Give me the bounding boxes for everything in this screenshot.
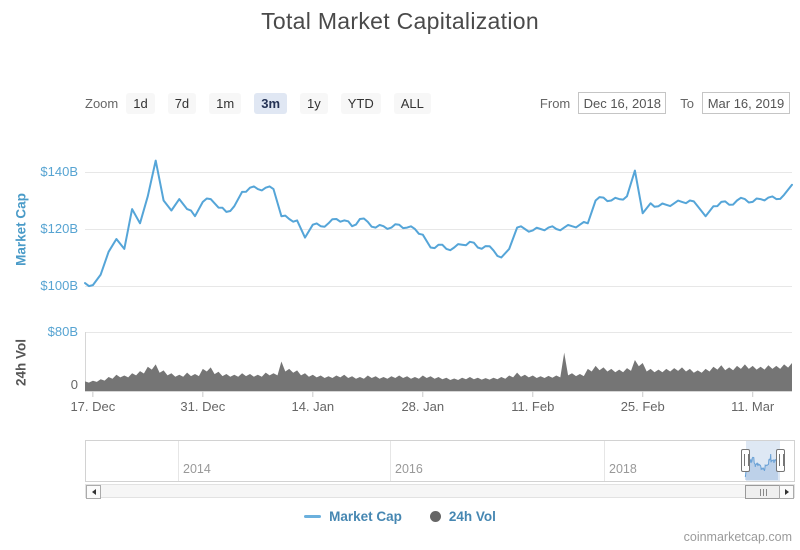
navigator-gridline [178,441,179,481]
arrow-left-icon [91,489,96,495]
zoom-button-all[interactable]: ALL [393,92,431,114]
legend: Market Cap 24h Vol [0,509,800,524]
marketcap-ytick-label: $120B [40,221,78,236]
navigator-year-label: 2014 [183,462,211,476]
scrollbar-track[interactable] [85,484,795,499]
navigator-gridline [390,441,391,481]
grip-icon [762,488,764,496]
legend-item-market-cap[interactable]: Market Cap [304,509,402,524]
zoom-button-7d[interactable]: 7d [167,92,197,114]
xaxis-tick-label: 28. Jan [401,399,445,414]
from-label: From [539,95,571,111]
marketcap-ytick-label: $100B [40,278,78,293]
navigator-left-handle-icon[interactable] [741,449,750,472]
chart-controls: Zoom 1d 7d 1m 3m 1y YTD ALL From To [85,90,790,116]
from-date-input[interactable] [578,92,667,114]
legend-label: 24h Vol [448,509,496,524]
page-title: Total Market Capitalization [261,8,539,34]
legend-item-24h-vol[interactable]: 24h Vol [429,509,496,524]
legend-label: Market Cap [329,509,402,524]
zoom-button-1d[interactable]: 1d [126,92,155,114]
navigator-gridline [604,441,605,481]
zoom-buttons: 1d 7d 1m 3m 1y YTD ALL [126,92,444,114]
xaxis-tick-label: 11. Mar [731,399,775,414]
zoom-button-ytd[interactable]: YTD [340,92,381,114]
scrollbar-thumb[interactable] [745,485,781,499]
navigator-year-label: 2016 [395,462,423,476]
line-marker-icon [304,515,322,518]
xaxis-tick-label: 14. Jan [291,399,335,414]
scroll-left-button[interactable] [86,485,101,499]
xaxis-tick-label: 31. Dec [180,399,226,414]
zoom-button-1m[interactable]: 1m [209,92,242,114]
arrow-right-icon [784,489,789,495]
zoom-button-1y[interactable]: 1y [300,92,328,114]
volume-ytick-label: $80B [47,324,78,339]
zoom-label: Zoom [85,95,119,111]
navigator-right-handle-icon[interactable] [776,449,785,472]
scroll-right-button[interactable] [779,485,794,499]
to-label: To [680,95,694,111]
marketcap-ytick-label: $140B [40,164,78,179]
xaxis-tick-label: 17. Dec [70,399,116,414]
circle-marker-icon [429,511,441,522]
to-date-input[interactable] [702,92,790,114]
xaxis-tick-label: 11. Feb [511,399,555,414]
date-range-group: From To [540,92,790,114]
coinmarketcap-credit-link[interactable]: coinmarketcap.com [683,530,792,544]
navigator-year-label: 2018 [609,462,637,476]
navigator-selection[interactable] [741,441,785,481]
navigator[interactable]: 2014 2016 2018 [85,440,795,482]
xaxis-tick-label: 25. Feb [620,399,665,414]
zoom-button-3m[interactable]: 3m [254,92,288,114]
volume-ytick-label: 0 [70,377,78,392]
zoom-button-group: Zoom 1d 7d 1m 3m 1y YTD ALL [85,92,444,114]
